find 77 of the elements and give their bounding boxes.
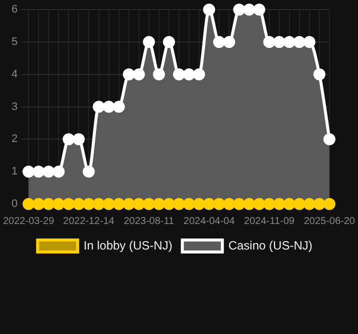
point — [62, 133, 75, 146]
point — [132, 68, 145, 80]
point — [263, 198, 276, 210]
y-tick-label: 0 — [11, 198, 18, 210]
point — [62, 198, 75, 210]
point — [273, 198, 286, 210]
legend-label: In lobby (US-NJ) — [84, 238, 172, 252]
point — [42, 166, 55, 178]
point — [313, 198, 326, 210]
point — [323, 133, 336, 146]
point — [233, 4, 246, 16]
point — [22, 198, 35, 210]
x-tick-label: 2025-06-20 — [304, 216, 356, 227]
point — [82, 166, 95, 178]
point — [102, 198, 115, 210]
y-tick-label: 1 — [11, 166, 18, 178]
point — [52, 166, 65, 178]
point — [102, 100, 115, 113]
point — [32, 198, 45, 210]
point — [213, 36, 226, 48]
point — [92, 100, 105, 113]
point — [22, 166, 35, 178]
point — [183, 68, 196, 80]
point — [162, 36, 175, 48]
point — [82, 198, 95, 210]
point — [193, 68, 206, 80]
point — [243, 198, 256, 210]
point — [233, 198, 246, 210]
y-tick-label: 5 — [11, 36, 18, 48]
point — [132, 198, 145, 210]
point — [142, 198, 155, 210]
point — [283, 36, 296, 48]
point — [112, 100, 125, 113]
y-tick-label: 4 — [11, 68, 18, 80]
point — [323, 198, 336, 210]
point — [152, 68, 165, 80]
point — [162, 198, 175, 210]
point — [193, 198, 206, 210]
point — [263, 36, 276, 48]
point — [112, 198, 125, 210]
point — [303, 36, 316, 48]
x-tick-label: 2022-12-14 — [63, 216, 115, 227]
point — [293, 36, 306, 48]
point — [32, 166, 45, 178]
point — [183, 198, 196, 210]
point — [52, 198, 65, 210]
point — [213, 198, 226, 210]
point — [253, 4, 266, 16]
legend-label: Casino (US-NJ) — [228, 238, 312, 252]
point — [313, 68, 326, 80]
point — [72, 198, 85, 210]
x-tick-label: 2024-04-04 — [184, 216, 236, 227]
point — [203, 198, 216, 210]
point — [173, 198, 185, 210]
point — [223, 36, 236, 48]
point — [142, 36, 155, 48]
point — [122, 198, 135, 210]
y-tick-label: 6 — [11, 4, 18, 16]
point — [243, 4, 256, 16]
point — [273, 36, 286, 48]
point — [92, 198, 105, 210]
point — [303, 198, 316, 210]
point — [72, 133, 85, 146]
y-tick-label: 3 — [11, 100, 18, 113]
point — [42, 198, 55, 210]
point — [173, 68, 185, 80]
point — [253, 198, 266, 210]
point — [203, 4, 216, 16]
point — [283, 198, 296, 210]
point — [152, 198, 165, 210]
x-tick-label: 2022-03-29 — [3, 216, 55, 227]
point — [293, 198, 306, 210]
x-tick-label: 2024-11-09 — [244, 216, 295, 227]
point — [122, 68, 135, 80]
x-tick-label: 2023-08-11 — [124, 216, 175, 227]
y-tick-label: 2 — [11, 133, 18, 146]
point — [223, 198, 236, 210]
